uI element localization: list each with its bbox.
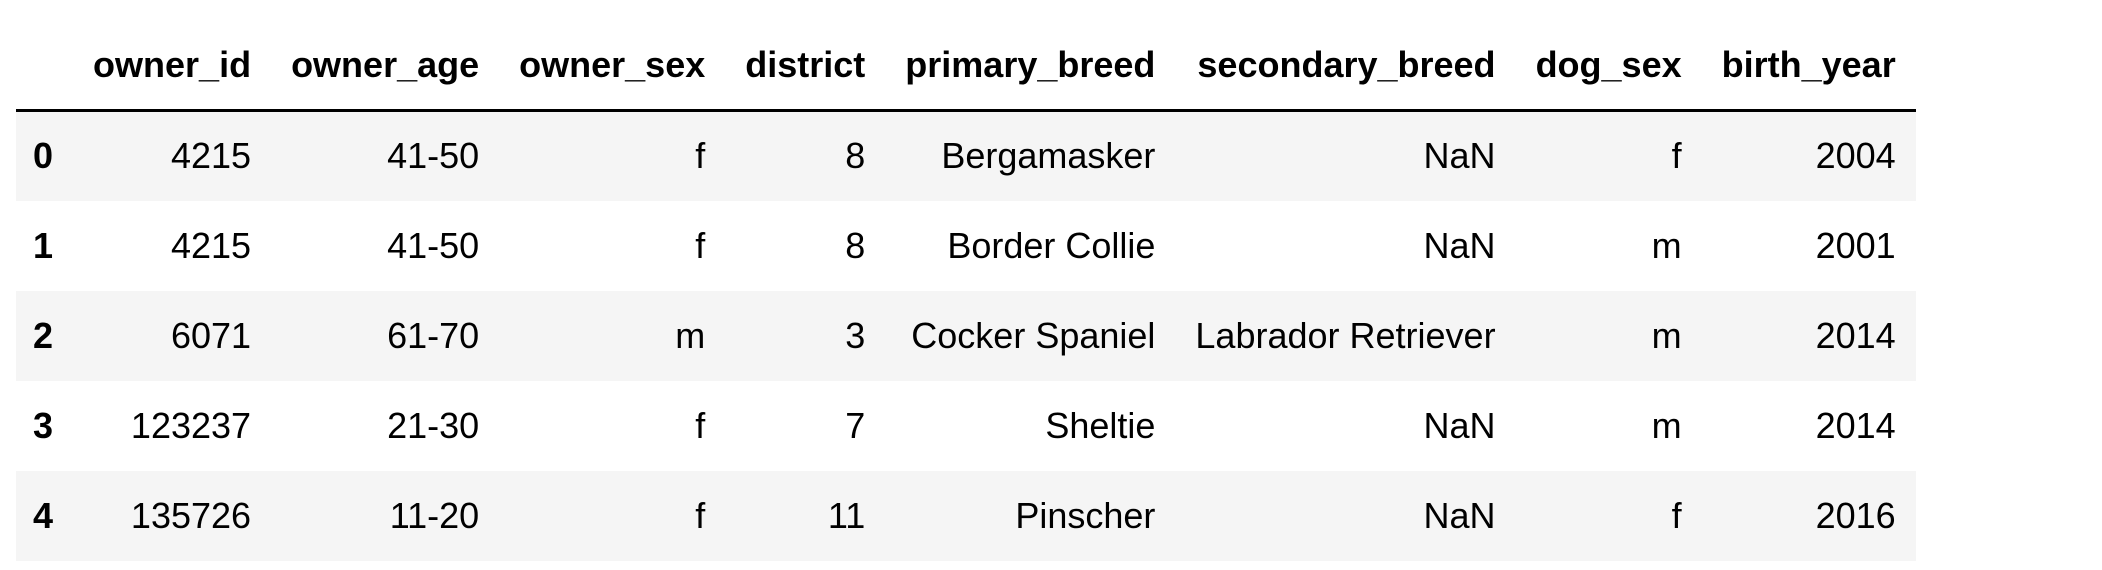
dataframe-table: owner_id owner_age owner_sex district pr… (16, 16, 1916, 561)
cell-birth-year: 2004 (1815, 135, 1896, 177)
cell-owner-id: 123237 (130, 404, 252, 446)
cell-district: 8 (845, 224, 866, 266)
cell-owner-age: 41-50 (387, 135, 480, 177)
row-index: 4 (33, 494, 54, 536)
header-row: owner_id owner_age owner_sex district pr… (16, 16, 1916, 112)
cell-district: 8 (845, 135, 866, 177)
cell-secondary-breed: Labrador Retriever (1195, 314, 1496, 356)
cell-owner-id: 6071 (170, 314, 252, 356)
cell-owner-id: 135726 (130, 494, 252, 536)
column-header-primary-breed: primary_breed (885, 16, 1176, 112)
column-header-owner-id: owner_id (73, 16, 272, 112)
cell-birth-year: 2001 (1815, 224, 1896, 266)
cell-primary-breed: Sheltie (1045, 404, 1156, 446)
cell-district: 11 (827, 494, 866, 536)
cell-birth-year: 2014 (1815, 404, 1896, 446)
cell-secondary-breed: NaN (1423, 224, 1496, 266)
cell-owner-id: 4215 (170, 224, 252, 266)
cell-birth-year: 2014 (1815, 314, 1896, 356)
table-row: 4 135726 11-20 f 11 Pinscher NaN f 2016 (16, 470, 1916, 561)
cell-dog-sex: f (1671, 494, 1682, 536)
table-header: owner_id owner_age owner_sex district pr… (16, 16, 1916, 112)
dataframe-output: owner_id owner_age owner_sex district pr… (16, 16, 1916, 561)
cell-primary-breed: Border Collie (947, 224, 1156, 266)
row-index: 1 (33, 224, 54, 266)
table-row: 2 6071 61-70 m 3 Cocker Spaniel Labrador… (16, 290, 1916, 381)
cell-primary-breed: Bergamasker (941, 135, 1156, 177)
cell-owner-age: 11-20 (389, 494, 480, 536)
cell-secondary-breed: NaN (1423, 404, 1496, 446)
cell-owner-sex: m (675, 314, 706, 356)
cell-dog-sex: f (1671, 135, 1682, 177)
column-header-owner-age: owner_age (271, 16, 500, 112)
cell-secondary-breed: NaN (1423, 135, 1496, 177)
cell-primary-breed: Pinscher (1015, 494, 1156, 536)
row-index: 0 (33, 135, 54, 177)
row-index: 3 (33, 404, 54, 446)
table-row: 1 4215 41-50 f 8 Border Collie NaN m 200… (16, 200, 1916, 291)
table-row: 0 4215 41-50 f 8 Bergamasker NaN f 2004 (16, 110, 1916, 201)
table-body: 0 4215 41-50 f 8 Bergamasker NaN f 2004 … (16, 110, 1916, 561)
column-header-secondary-breed: secondary_breed (1175, 16, 1516, 112)
cell-secondary-breed: NaN (1423, 494, 1496, 536)
row-index: 2 (33, 314, 54, 356)
column-header-dog-sex: dog_sex (1515, 16, 1702, 112)
cell-district: 7 (845, 404, 866, 446)
cell-dog-sex: m (1651, 404, 1682, 446)
column-header-birth-year: birth_year (1701, 16, 1916, 112)
table-row: 3 123237 21-30 f 7 Sheltie NaN m 2014 (16, 380, 1916, 471)
cell-primary-breed: Cocker Spaniel (911, 314, 1156, 356)
cell-owner-sex: f (695, 494, 706, 536)
cell-dog-sex: m (1651, 314, 1682, 356)
header-index-corner (16, 16, 74, 112)
column-header-owner-sex: owner_sex (499, 16, 726, 112)
cell-owner-sex: f (695, 135, 706, 177)
cell-owner-sex: f (695, 224, 706, 266)
cell-owner-age: 61-70 (387, 314, 480, 356)
cell-owner-age: 41-50 (387, 224, 480, 266)
cell-district: 3 (845, 314, 866, 356)
cell-owner-sex: f (695, 404, 706, 446)
cell-owner-id: 4215 (170, 135, 252, 177)
cell-birth-year: 2016 (1815, 494, 1896, 536)
cell-owner-age: 21-30 (387, 404, 480, 446)
column-header-district: district (725, 16, 886, 112)
cell-dog-sex: m (1651, 224, 1682, 266)
